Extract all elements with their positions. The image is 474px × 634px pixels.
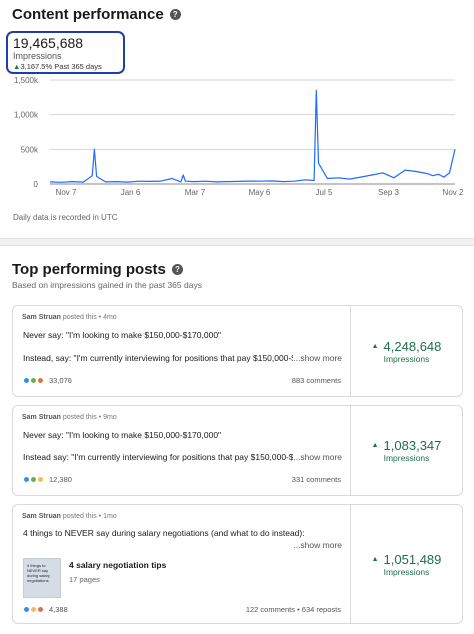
impressions-total: 19,465,688 [13,35,84,51]
post-age: 9mo [103,414,117,421]
post-text-line-2: Instead say: "I'm currently interviewing… [23,452,342,462]
top-posts-subtitle: Based on impressions gained in the past … [12,280,202,290]
page-title: Content performance [12,6,164,23]
chart-note: Daily data is recorded in UTC [13,213,118,222]
top-posts-title: Top performing posts [12,261,166,278]
celebrate-reaction-icon [30,377,37,384]
reactions-value: 4,388 [49,605,68,614]
post-text-line-1: Never say: "I'm looking to make $150,000… [23,330,222,340]
impressions-value: 1,051,489 [383,551,442,567]
impressions-change: ▲3,167.5% Past 365 days [13,62,118,72]
post-age: 4mo [103,314,117,321]
post-content[interactable]: Sam Struan posted this • 1mo 4 things to… [13,505,351,623]
top-posts-header: Top performing posts ? [12,261,183,278]
like-reaction-icon [23,476,30,483]
y-tick-label: 0 [34,180,39,189]
show-more-link[interactable]: ...show more [293,353,342,363]
post-action: posted this [62,314,97,321]
post-content[interactable]: Sam Struan posted this • 4mo Never say: … [13,306,351,396]
impressions-label: Impressions [383,453,430,463]
y-tick-label: 1,000k [14,111,39,120]
insightful-reaction-icon [30,606,37,613]
trend-up-icon: ▲ [13,62,21,71]
show-more-link[interactable]: ...show more [293,540,342,550]
post-meta: Sam Struan posted this • 4mo [22,314,117,321]
trend-up-icon: ▲ [371,555,379,563]
post-card[interactable]: Sam Struan posted this • 9mo Never say: … [12,405,463,496]
reaction-count[interactable]: 12,380 [23,475,72,484]
post-author[interactable]: Sam Struan [22,314,61,321]
post-text-line-1: Never say: "I'm looking to make $150,000… [23,430,222,440]
post-text-line-2: Instead, say: "I'm currently interviewin… [23,353,342,363]
x-tick-label: Sep 3 [378,188,399,197]
post-author[interactable]: Sam Struan [22,513,61,520]
post-age: 1mo [103,513,117,520]
comments-reposts-count[interactable]: 122 comments • 634 reposts [245,605,341,614]
like-reaction-icon [23,377,30,384]
impressions-line-chart: 1,500k 1,000k 500k 0 Nov 7 Jan 6 Mar 7 May 6 Jul… [14,76,464,197]
impressions-label: Impressions [383,353,430,364]
comments-count[interactable]: 331 comments [291,475,341,484]
x-tick-label: May 6 [249,188,271,197]
post-meta: Sam Struan posted this • 1mo [22,513,117,520]
post-impressions: ▲ 4,248,648 Impressions [351,306,462,396]
impressions-value: 1,083,347 [383,438,442,453]
post-card[interactable]: Sam Struan posted this • 1mo 4 things to… [12,504,463,624]
like-reaction-icon [23,606,30,613]
post-action: posted this [62,414,97,421]
x-tick-label: Nov 7 [56,188,77,197]
impressions-value-row: ▲ 4,248,648 [372,339,442,354]
y-tick-label: 500k [21,145,39,154]
change-percent: 3,167.5% [20,62,53,71]
impressions-label: Impressions [383,566,430,577]
love-reaction-icon [37,377,44,384]
document-thumbnail[interactable]: 4 things to NEVER say during salary nego… [23,558,61,598]
y-tick-label: 1,500k [14,76,39,85]
insightful-reaction-icon [37,476,44,483]
show-more-link[interactable]: ...show more [293,452,342,462]
reactions-value: 12,380 [49,475,72,484]
trend-up-icon: ▲ [371,342,379,350]
x-tick-label: Jul 5 [316,188,333,197]
trend-up-icon: ▲ [371,442,379,449]
post-card[interactable]: Sam Struan posted this • 4mo Never say: … [12,305,463,397]
change-period: Past 365 days [54,62,102,71]
section-divider [0,238,474,246]
love-reaction-icon [37,606,44,613]
reaction-count[interactable]: 4,388 [23,605,68,614]
comments-count[interactable]: 883 comments [291,376,341,385]
impressions-series-line[interactable] [49,89,456,183]
post-content[interactable]: Sam Struan posted this • 9mo Never say: … [13,406,351,495]
reaction-count[interactable]: 33,076 [23,376,72,385]
post-text: Instead, say: "I'm currently interviewin… [23,353,293,363]
post-text: Instead say: "I'm currently interviewing… [23,452,294,462]
document-title[interactable]: 4 salary negotiation tips [69,560,167,570]
x-tick-label: Nov 2 [443,188,464,197]
post-action: posted this [62,513,97,520]
document-thumbnail-text: 4 things to NEVER say during salary nego… [27,563,50,583]
impressions-label: Impressions [13,51,62,61]
help-icon[interactable]: ? [169,9,181,20]
impressions-value-row: ▲ 1,051,489 [372,552,442,567]
help-icon[interactable]: ? [171,264,183,275]
content-performance-header: Content performance ? [12,6,181,23]
post-impressions: ▲ 1,051,489 Impressions [351,505,462,623]
post-author[interactable]: Sam Struan [22,414,61,421]
impressions-value: 4,248,648 [383,338,442,354]
post-meta: Sam Struan posted this • 9mo [22,414,117,421]
celebrate-reaction-icon [30,476,37,483]
x-tick-label: Mar 7 [185,188,206,197]
post-impressions: ▲ 1,083,347 Impressions [351,406,462,495]
document-pages: 17 pages [69,575,100,584]
post-text-line-1: 4 things to NEVER say during salary nego… [23,528,305,538]
impressions-metric-card[interactable]: 19,465,688 Impressions ▲3,167.5% Past 36… [6,31,125,74]
reactions-value: 33,076 [49,376,72,385]
impressions-value-row: ▲ 1,083,347 [372,438,442,453]
x-tick-label: Jan 6 [121,188,141,197]
